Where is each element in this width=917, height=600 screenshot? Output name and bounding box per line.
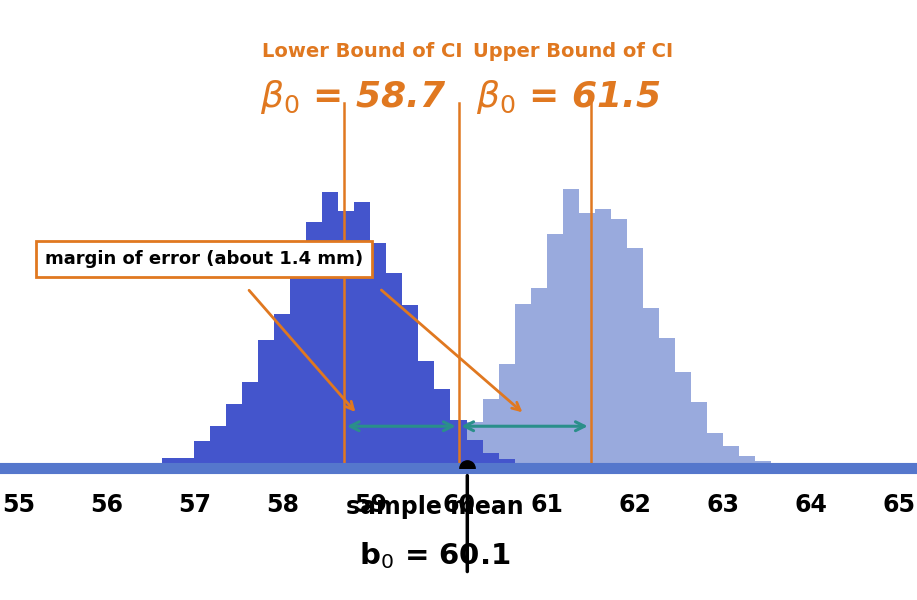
Bar — [435, 451, 450, 468]
Bar — [259, 340, 274, 468]
Bar — [386, 465, 403, 468]
Text: sample mean: sample mean — [346, 495, 524, 519]
Bar — [467, 422, 482, 468]
Bar — [323, 192, 338, 468]
Bar — [403, 305, 418, 468]
Bar — [514, 463, 531, 468]
Bar — [579, 213, 594, 468]
Bar — [355, 202, 370, 468]
Bar — [179, 458, 194, 468]
Bar — [338, 211, 355, 468]
Bar — [242, 382, 259, 468]
Bar — [770, 465, 787, 468]
Bar — [738, 456, 755, 468]
Bar — [547, 233, 562, 468]
Bar — [562, 189, 579, 468]
Bar — [643, 308, 658, 468]
Bar — [499, 364, 514, 468]
Text: $\beta_0$ = 61.5: $\beta_0$ = 61.5 — [476, 78, 661, 116]
Bar — [418, 361, 435, 468]
Bar — [194, 442, 210, 468]
Bar — [274, 314, 291, 468]
Bar — [386, 274, 403, 468]
Bar — [210, 426, 226, 468]
Bar — [531, 466, 547, 468]
Bar — [707, 433, 723, 468]
Bar — [130, 466, 147, 468]
Bar — [306, 222, 323, 468]
Bar — [370, 466, 386, 468]
Bar — [450, 442, 467, 468]
Text: $\beta_0$ = 58.7: $\beta_0$ = 58.7 — [260, 78, 447, 116]
Bar — [675, 373, 691, 468]
Bar — [435, 389, 450, 468]
Bar — [162, 458, 179, 468]
Bar — [787, 467, 802, 468]
Bar — [482, 399, 499, 468]
Bar — [626, 248, 643, 468]
Bar — [291, 259, 306, 468]
Text: $\mathbf{b}_0$ = 60.1: $\mathbf{b}_0$ = 60.1 — [359, 540, 511, 571]
Bar — [755, 461, 770, 468]
Text: Lower Bound of CI: Lower Bound of CI — [262, 42, 462, 61]
Bar — [514, 304, 531, 468]
Bar — [115, 467, 130, 468]
Bar — [403, 461, 418, 468]
Bar — [658, 338, 675, 468]
Text: margin of error (about 1.4 mm): margin of error (about 1.4 mm) — [45, 250, 363, 268]
Bar — [147, 464, 162, 468]
Bar — [723, 446, 738, 468]
Bar — [802, 467, 819, 468]
Bar — [594, 209, 611, 468]
Bar — [370, 242, 386, 468]
Text: Upper Bound of CI: Upper Bound of CI — [473, 42, 673, 61]
Bar — [499, 460, 514, 468]
Bar — [691, 402, 707, 468]
Bar — [482, 452, 499, 468]
Bar — [611, 218, 626, 468]
Bar — [562, 467, 579, 468]
Bar — [226, 404, 242, 468]
Bar — [418, 458, 435, 468]
Bar — [531, 288, 547, 468]
Bar — [450, 420, 467, 468]
Bar — [467, 440, 482, 468]
